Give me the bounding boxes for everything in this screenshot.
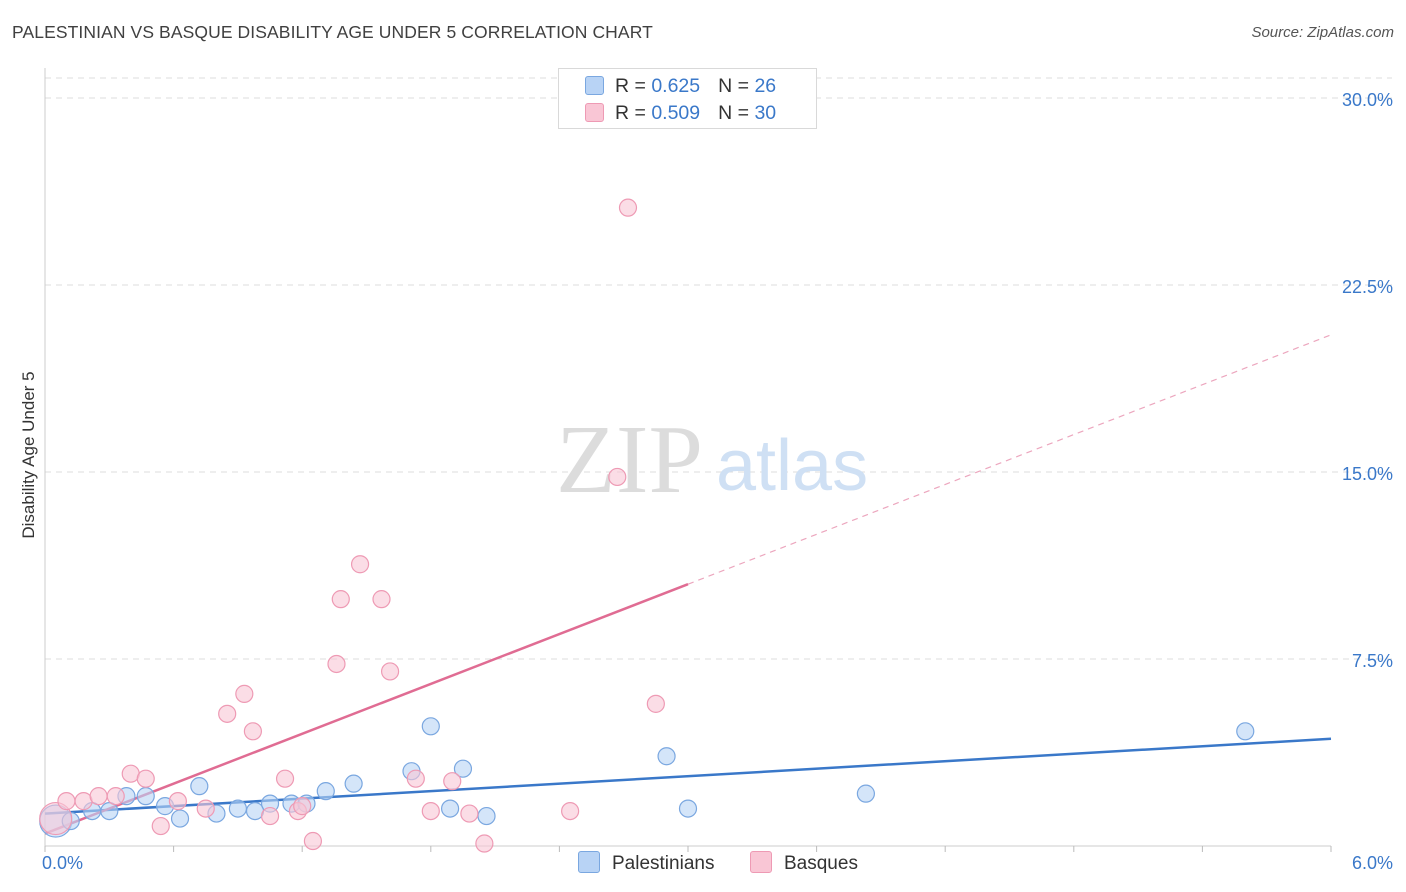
palestinians-trend-line [44,737,1332,815]
palestinians-point [100,801,119,821]
basques-point [350,555,370,574]
legend-label: Basques [784,853,858,874]
basques-point [196,799,215,818]
palestinians-point [316,782,335,801]
palestinians-swatch [585,76,604,95]
basques-point [89,787,108,806]
palestinians-point [421,717,440,736]
palestinians-point [245,801,265,821]
chart-title: PALESTINIAN VS BASQUE DISABILITY AGE UND… [12,22,653,42]
y-tick-label: 22.5% [1342,277,1393,297]
basques-point [218,704,237,723]
points-layer [39,198,1255,853]
watermark-zip: ZIP [556,406,703,514]
basques-point [421,801,440,821]
basques-point [39,801,73,836]
palestinians-point [440,799,460,818]
basques-point [151,816,170,836]
basques-point [168,792,187,811]
basques-point [293,797,312,816]
legend-label: Palestinians [612,853,715,874]
y-tick-label: 15.0% [1342,464,1393,484]
r-label: R = [615,102,646,124]
palestinians-point [136,787,155,806]
palestinians-point [170,809,190,828]
r-value: 0.625 [651,75,701,97]
watermark-atlas: atlas [716,426,868,506]
source-label: Source: ZipAtlas.com [1251,24,1394,41]
basques-point [121,764,140,783]
basques-point [372,590,391,609]
basques-point [303,831,323,851]
n-value: 26 [754,75,777,97]
legend-row-basques: R = 0.509 N = 30 [585,102,776,126]
palestinians-point [228,799,247,818]
legend-item-basques[interactable]: Basques [750,851,858,875]
palestinians-point [344,774,363,793]
palestinians-point [1236,722,1255,741]
palestinians-point [678,799,698,818]
basques-point [608,467,627,487]
basques-legend-swatch [750,851,772,873]
legend-item-palestinians[interactable]: Palestinians [578,851,714,875]
palestinians-point [190,777,209,796]
basques-point [406,769,425,788]
basques-point [243,722,263,741]
basques-point [235,684,254,703]
basques-point [331,590,350,609]
palestinians-point [657,747,676,766]
n-value: 30 [754,102,777,124]
axes-layer [44,68,1332,852]
basques-point [275,769,295,788]
basques-trend-extension [687,334,1332,585]
basques-point [57,792,76,811]
basques-point [106,787,125,806]
x-tick-label: 0.0% [42,853,83,873]
basques-point [646,694,665,713]
series-legend: Palestinians Basques [0,851,1406,877]
palestinians-legend-swatch [578,851,600,873]
stats-legend: R = 0.625 N = 26 R = 0.509 N = 30 [558,68,817,129]
y-tick-label: 30.0% [1342,90,1393,110]
palestinians-point [477,806,496,826]
legend-row-palestinians: R = 0.625 N = 26 [585,75,776,99]
grid-layer [45,77,1392,660]
basques-point [475,834,494,853]
r-value: 0.509 [651,102,701,124]
basques-point [327,654,346,674]
basques-swatch [585,103,604,122]
n-label: N = [718,102,750,124]
palestinians-point [453,759,473,778]
y-tick-label: 7.5% [1352,651,1393,671]
basques-point [136,769,155,788]
basques-point [74,792,93,811]
basques-point [380,662,400,681]
basques-point [443,772,462,791]
x-tick-label: 6.0% [1352,853,1393,873]
basques-point [618,198,638,217]
basques-point [561,801,580,821]
r-label: R = [615,75,646,97]
palestinians-point [856,784,875,803]
tick-labels: 7.5% 15.0% 22.5% 30.0% 0.0% 6.0% [42,90,1393,873]
y-axis-label: Disability Age Under 5 [19,371,38,538]
basques-point [460,804,479,823]
watermark: ZIP atlas [556,406,868,514]
n-label: N = [718,75,750,97]
basques-point [260,806,280,826]
